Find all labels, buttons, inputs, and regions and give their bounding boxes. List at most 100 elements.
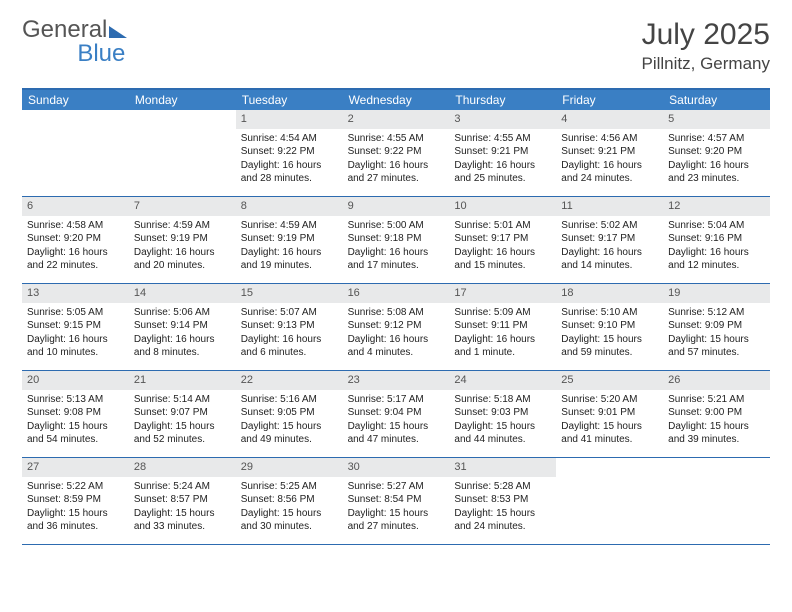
daylight-line: Daylight: 15 hours and 39 minutes. xyxy=(668,420,765,447)
sunrise-line: Sunrise: 5:00 AM xyxy=(348,219,445,233)
calendar-cell: 23Sunrise: 5:17 AMSunset: 9:04 PMDayligh… xyxy=(343,371,450,457)
cell-body: Sunrise: 4:59 AMSunset: 9:19 PMDaylight:… xyxy=(129,216,236,278)
daylight-line: Daylight: 15 hours and 27 minutes. xyxy=(348,507,445,534)
sunrise-line: Sunrise: 5:16 AM xyxy=(241,393,338,407)
sunset-line: Sunset: 9:22 PM xyxy=(241,145,338,159)
day-number: 29 xyxy=(236,458,343,477)
calendar-cell: 15Sunrise: 5:07 AMSunset: 9:13 PMDayligh… xyxy=(236,284,343,370)
cell-body: Sunrise: 4:57 AMSunset: 9:20 PMDaylight:… xyxy=(663,129,770,191)
calendar-cell: 20Sunrise: 5:13 AMSunset: 9:08 PMDayligh… xyxy=(22,371,129,457)
cell-body: Sunrise: 5:20 AMSunset: 9:01 PMDaylight:… xyxy=(556,390,663,452)
cell-body: Sunrise: 5:25 AMSunset: 8:56 PMDaylight:… xyxy=(236,477,343,539)
month-title: July 2025 xyxy=(642,18,770,52)
sunset-line: Sunset: 9:05 PM xyxy=(241,406,338,420)
daylight-line: Daylight: 16 hours and 19 minutes. xyxy=(241,246,338,273)
calendar-cell-empty xyxy=(22,110,129,196)
calendar-cell: 31Sunrise: 5:28 AMSunset: 8:53 PMDayligh… xyxy=(449,458,556,544)
logo-text-1: General xyxy=(22,18,107,42)
cell-body: Sunrise: 5:02 AMSunset: 9:17 PMDaylight:… xyxy=(556,216,663,278)
calendar-cell: 28Sunrise: 5:24 AMSunset: 8:57 PMDayligh… xyxy=(129,458,236,544)
sunrise-line: Sunrise: 5:09 AM xyxy=(454,306,551,320)
cell-body: Sunrise: 5:17 AMSunset: 9:04 PMDaylight:… xyxy=(343,390,450,452)
day-number: 16 xyxy=(343,284,450,303)
day-number: 24 xyxy=(449,371,556,390)
calendar-cell-empty xyxy=(556,458,663,544)
cell-body: Sunrise: 4:55 AMSunset: 9:22 PMDaylight:… xyxy=(343,129,450,191)
sunrise-line: Sunrise: 4:55 AM xyxy=(348,132,445,146)
week-row: 13Sunrise: 5:05 AMSunset: 9:15 PMDayligh… xyxy=(22,284,770,371)
calendar-cell: 22Sunrise: 5:16 AMSunset: 9:05 PMDayligh… xyxy=(236,371,343,457)
cell-body: Sunrise: 5:12 AMSunset: 9:09 PMDaylight:… xyxy=(663,303,770,365)
sunset-line: Sunset: 9:10 PM xyxy=(561,319,658,333)
daylight-line: Daylight: 15 hours and 49 minutes. xyxy=(241,420,338,447)
sunset-line: Sunset: 9:09 PM xyxy=(668,319,765,333)
day-number: 2 xyxy=(343,110,450,129)
sunset-line: Sunset: 9:17 PM xyxy=(454,232,551,246)
daylight-line: Daylight: 15 hours and 41 minutes. xyxy=(561,420,658,447)
cell-body: Sunrise: 4:56 AMSunset: 9:21 PMDaylight:… xyxy=(556,129,663,191)
day-number: 25 xyxy=(556,371,663,390)
day-number: 31 xyxy=(449,458,556,477)
day-number: 4 xyxy=(556,110,663,129)
day-number: 5 xyxy=(663,110,770,129)
day-number: 12 xyxy=(663,197,770,216)
sunset-line: Sunset: 9:14 PM xyxy=(134,319,231,333)
week-row: 20Sunrise: 5:13 AMSunset: 9:08 PMDayligh… xyxy=(22,371,770,458)
cell-body: Sunrise: 5:04 AMSunset: 9:16 PMDaylight:… xyxy=(663,216,770,278)
day-number: 11 xyxy=(556,197,663,216)
daylight-line: Daylight: 16 hours and 4 minutes. xyxy=(348,333,445,360)
calendar-cell: 13Sunrise: 5:05 AMSunset: 9:15 PMDayligh… xyxy=(22,284,129,370)
day-number: 18 xyxy=(556,284,663,303)
calendar-cell: 10Sunrise: 5:01 AMSunset: 9:17 PMDayligh… xyxy=(449,197,556,283)
logo-text-2: Blue xyxy=(22,42,127,66)
sunrise-line: Sunrise: 4:55 AM xyxy=(454,132,551,146)
daylight-line: Daylight: 15 hours and 47 minutes. xyxy=(348,420,445,447)
day-number: 15 xyxy=(236,284,343,303)
calendar-cell: 19Sunrise: 5:12 AMSunset: 9:09 PMDayligh… xyxy=(663,284,770,370)
day-number xyxy=(556,458,663,477)
calendar-cell-empty xyxy=(129,110,236,196)
calendar-cell: 9Sunrise: 5:00 AMSunset: 9:18 PMDaylight… xyxy=(343,197,450,283)
sunrise-line: Sunrise: 4:59 AM xyxy=(241,219,338,233)
sunset-line: Sunset: 9:07 PM xyxy=(134,406,231,420)
daylight-line: Daylight: 16 hours and 17 minutes. xyxy=(348,246,445,273)
sunset-line: Sunset: 9:20 PM xyxy=(27,232,124,246)
day-header-friday: Friday xyxy=(556,90,663,110)
daylight-line: Daylight: 15 hours and 44 minutes. xyxy=(454,420,551,447)
daylight-line: Daylight: 15 hours and 57 minutes. xyxy=(668,333,765,360)
cell-body: Sunrise: 5:09 AMSunset: 9:11 PMDaylight:… xyxy=(449,303,556,365)
week-row: 6Sunrise: 4:58 AMSunset: 9:20 PMDaylight… xyxy=(22,197,770,284)
calendar-cell: 16Sunrise: 5:08 AMSunset: 9:12 PMDayligh… xyxy=(343,284,450,370)
daylight-line: Daylight: 15 hours and 54 minutes. xyxy=(27,420,124,447)
sunset-line: Sunset: 9:03 PM xyxy=(454,406,551,420)
sunset-line: Sunset: 9:19 PM xyxy=(241,232,338,246)
sunrise-line: Sunrise: 5:21 AM xyxy=(668,393,765,407)
week-row: 27Sunrise: 5:22 AMSunset: 8:59 PMDayligh… xyxy=(22,458,770,545)
sunset-line: Sunset: 9:08 PM xyxy=(27,406,124,420)
day-number xyxy=(129,110,236,129)
calendar: SundayMondayTuesdayWednesdayThursdayFrid… xyxy=(22,88,770,545)
day-header-thursday: Thursday xyxy=(449,90,556,110)
day-number: 6 xyxy=(22,197,129,216)
sunset-line: Sunset: 8:56 PM xyxy=(241,493,338,507)
weeks: 1Sunrise: 4:54 AMSunset: 9:22 PMDaylight… xyxy=(22,110,770,545)
calendar-cell: 21Sunrise: 5:14 AMSunset: 9:07 PMDayligh… xyxy=(129,371,236,457)
sunset-line: Sunset: 9:13 PM xyxy=(241,319,338,333)
daylight-line: Daylight: 16 hours and 20 minutes. xyxy=(134,246,231,273)
header: GeneralBlue July 2025 Pillnitz, Germany xyxy=(22,18,770,74)
day-header-sunday: Sunday xyxy=(22,90,129,110)
sunset-line: Sunset: 9:21 PM xyxy=(454,145,551,159)
sunset-line: Sunset: 9:17 PM xyxy=(561,232,658,246)
sunset-line: Sunset: 9:18 PM xyxy=(348,232,445,246)
daylight-line: Daylight: 16 hours and 23 minutes. xyxy=(668,159,765,186)
sunrise-line: Sunrise: 4:56 AM xyxy=(561,132,658,146)
calendar-cell: 5Sunrise: 4:57 AMSunset: 9:20 PMDaylight… xyxy=(663,110,770,196)
sunset-line: Sunset: 9:22 PM xyxy=(348,145,445,159)
cell-body: Sunrise: 5:13 AMSunset: 9:08 PMDaylight:… xyxy=(22,390,129,452)
daylight-line: Daylight: 15 hours and 52 minutes. xyxy=(134,420,231,447)
cell-body: Sunrise: 5:14 AMSunset: 9:07 PMDaylight:… xyxy=(129,390,236,452)
day-number xyxy=(663,458,770,477)
cell-body: Sunrise: 5:28 AMSunset: 8:53 PMDaylight:… xyxy=(449,477,556,539)
calendar-cell: 4Sunrise: 4:56 AMSunset: 9:21 PMDaylight… xyxy=(556,110,663,196)
day-number: 21 xyxy=(129,371,236,390)
